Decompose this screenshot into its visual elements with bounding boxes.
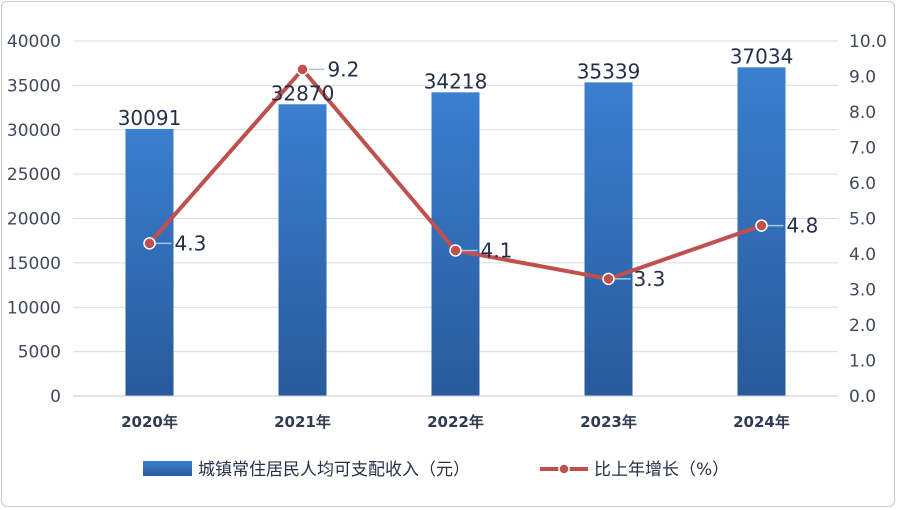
legend: 城镇常住居民人均可支配收入（元） 比上年增长（%） bbox=[143, 460, 729, 480]
bar bbox=[125, 128, 174, 396]
x-tick-label: 2024年 bbox=[733, 413, 790, 431]
x-tick-label: 2022年 bbox=[427, 413, 484, 431]
legend-bar-label: 城镇常住居民人均可支配收入（元） bbox=[198, 460, 470, 480]
bar-value-label: 35339 bbox=[577, 59, 641, 83]
line-series bbox=[143, 63, 784, 286]
right-tick-label: 9.0 bbox=[849, 68, 876, 88]
legend-bar-swatch bbox=[143, 461, 192, 476]
legend-line-marker bbox=[558, 463, 570, 475]
line-point bbox=[296, 63, 309, 76]
legend-line-label: 比上年增长（%） bbox=[594, 460, 729, 480]
right-tick-label: 8.0 bbox=[849, 103, 876, 123]
right-tick-label: 7.0 bbox=[849, 139, 876, 159]
left-tick-label: 40000 bbox=[7, 32, 61, 52]
bar bbox=[431, 92, 480, 396]
right-tick-label: 3.0 bbox=[849, 281, 876, 301]
point-value-label: 4.8 bbox=[787, 214, 819, 238]
x-tick-label: 2021年 bbox=[274, 413, 331, 431]
point-value-label: 4.1 bbox=[481, 238, 513, 262]
left-tick-label: 10000 bbox=[7, 298, 61, 318]
x-tick-label: 2023年 bbox=[580, 413, 637, 431]
right-tick-label: 1.0 bbox=[849, 352, 876, 372]
right-tick-label: 5.0 bbox=[849, 210, 876, 230]
x-axis: 2020年 2021年 2022年 2023年 2024年 bbox=[73, 395, 838, 431]
right-tick-label: 2.0 bbox=[849, 316, 876, 336]
point-value-label: 3.3 bbox=[634, 267, 666, 291]
left-tick-label: 15000 bbox=[7, 254, 61, 274]
line-point bbox=[143, 237, 156, 250]
line-point bbox=[602, 272, 615, 286]
bar bbox=[278, 104, 327, 396]
line-point bbox=[449, 244, 462, 257]
left-tick-label: 20000 bbox=[7, 210, 61, 230]
left-tick-label: 30000 bbox=[7, 121, 61, 141]
bar-value-label: 30091 bbox=[118, 106, 182, 130]
right-tick-label: 10.0 bbox=[849, 32, 887, 52]
bar-value-label: 34218 bbox=[424, 69, 488, 93]
x-tick-label: 2020年 bbox=[121, 413, 178, 431]
left-y-axis: 0 5000 10000 15000 20000 25000 30000 35000 40000 bbox=[7, 32, 61, 407]
left-tick-label: 0 bbox=[50, 387, 61, 407]
left-tick-label: 35000 bbox=[7, 76, 61, 96]
left-tick-label: 5000 bbox=[18, 343, 61, 363]
right-tick-label: 6.0 bbox=[849, 174, 876, 194]
point-value-label: 9.2 bbox=[328, 57, 360, 81]
line-point bbox=[755, 219, 768, 232]
right-y-axis: 0.0 1.0 2.0 3.0 4.0 5.0 6.0 7.0 8.0 9.0 10.0 bbox=[849, 32, 887, 407]
right-tick-label: 0.0 bbox=[849, 387, 876, 407]
left-tick-label: 25000 bbox=[7, 165, 61, 185]
point-value-label: 4.3 bbox=[175, 231, 207, 255]
bar bbox=[584, 82, 633, 396]
bar-series bbox=[125, 67, 786, 397]
bar-value-label: 37034 bbox=[730, 44, 794, 68]
bar-value-label: 32870 bbox=[271, 81, 335, 105]
right-tick-label: 4.0 bbox=[849, 245, 876, 265]
data-labels: 30091 32870 34218 35339 37034 4.3 9.2 4.1 3.3 4.8 bbox=[118, 44, 819, 291]
